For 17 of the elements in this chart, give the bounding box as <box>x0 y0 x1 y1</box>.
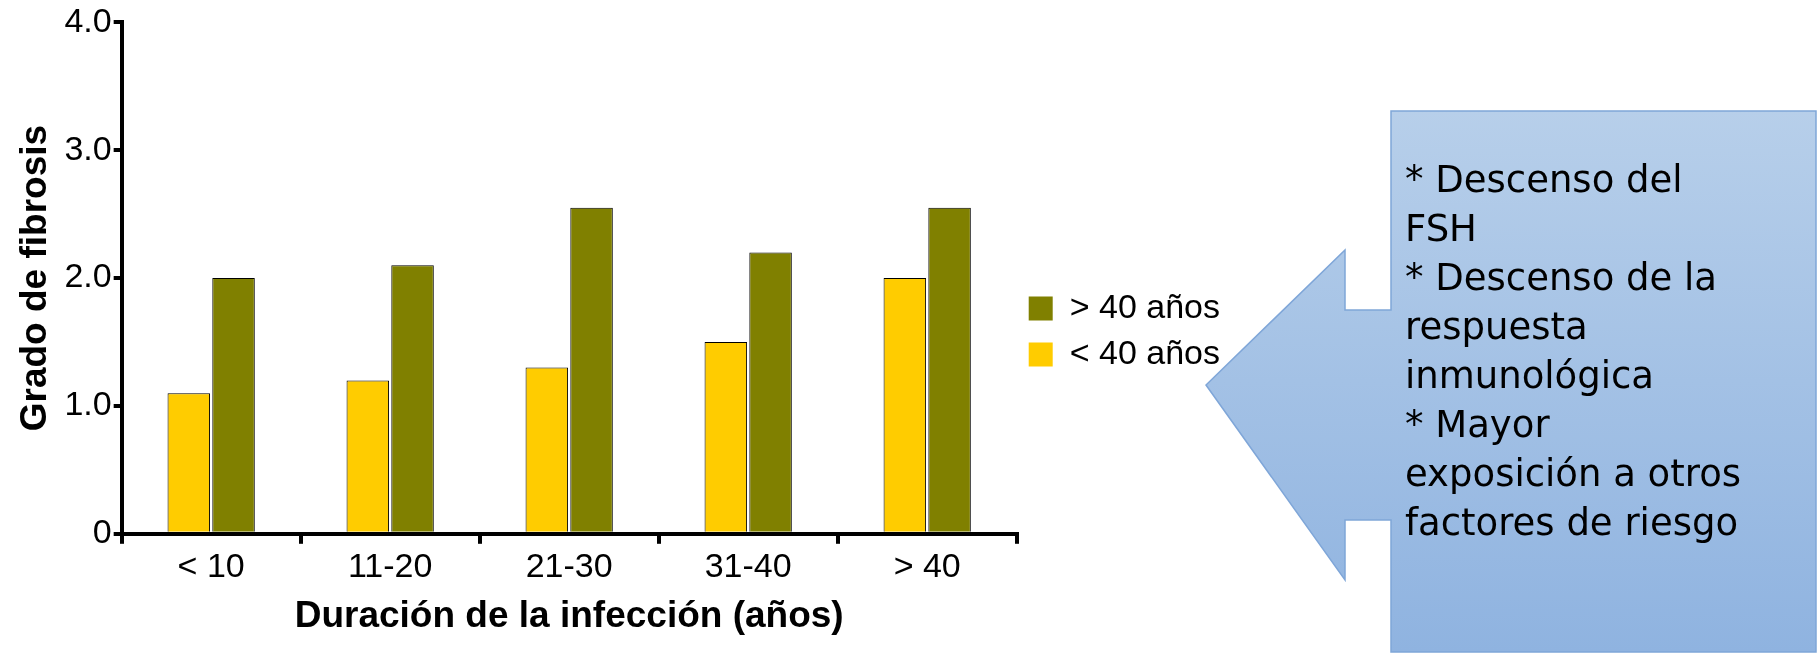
text: * Descenso del FSH <box>1405 157 1684 252</box>
legend-label: > 40 años <box>1069 286 1220 325</box>
y-axis-title: Grado de fibrosis <box>13 124 55 432</box>
y-tick-label: 2.0 <box>64 256 112 295</box>
y-tick-label: 1.0 <box>64 384 112 423</box>
y-tick-label: 3.0 <box>64 128 112 167</box>
x-tick-label: 11-20 <box>347 545 433 584</box>
y-tick-label: 0 <box>92 512 112 551</box>
legend-label: < 40 años <box>1069 332 1220 371</box>
text: * Mayor exposición a otros factores de riesgo <box>1405 402 1743 546</box>
x-tick-label: 21-30 <box>525 545 613 584</box>
x-tick-label: > 40 <box>893 545 961 584</box>
y-tick-label: 4.0 <box>64 0 112 39</box>
x-tick-label: 31-40 <box>704 545 792 584</box>
text: * Descenso de la respuesta inmunológica <box>1405 255 1718 399</box>
x-axis-title: Duración de la infección (años) <box>294 594 844 635</box>
x-tick-label: < 10 <box>177 545 245 584</box>
